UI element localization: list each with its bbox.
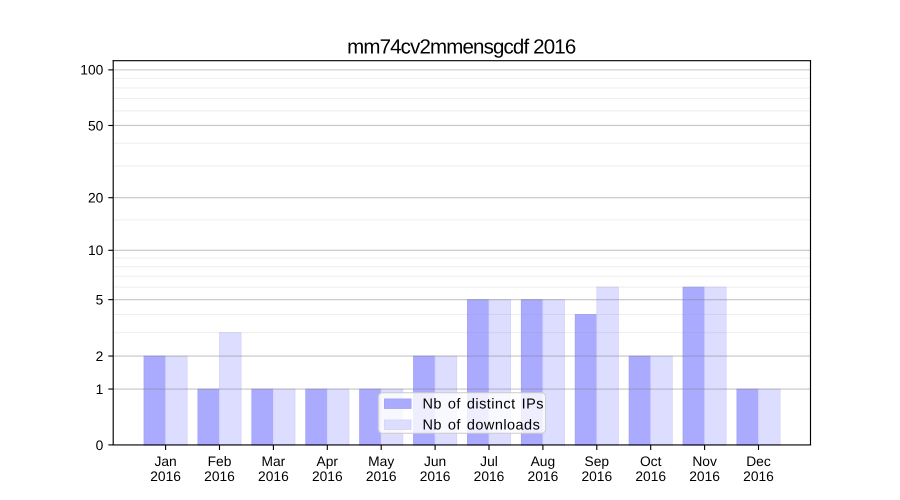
svg-text:50: 50 — [88, 118, 104, 133]
svg-text:Apr: Apr — [317, 454, 339, 469]
svg-text:1: 1 — [96, 382, 104, 397]
svg-text:Oct: Oct — [640, 454, 662, 469]
svg-text:2016: 2016 — [581, 469, 612, 484]
svg-text:Dec: Dec — [746, 454, 771, 469]
svg-text:Nov: Nov — [692, 454, 717, 469]
svg-text:100: 100 — [80, 63, 103, 78]
svg-text:2016: 2016 — [312, 469, 343, 484]
svg-text:Jan: Jan — [154, 454, 176, 469]
svg-text:2016: 2016 — [204, 469, 235, 484]
svg-text:2016: 2016 — [420, 469, 451, 484]
svg-text:2016: 2016 — [150, 469, 181, 484]
svg-text:Nb of downloads: Nb of downloads — [423, 418, 541, 434]
svg-text:Sep: Sep — [585, 454, 610, 469]
svg-text:Feb: Feb — [208, 454, 232, 469]
svg-text:May: May — [368, 454, 394, 469]
svg-text:2016: 2016 — [258, 469, 289, 484]
svg-text:20: 20 — [88, 191, 104, 206]
svg-text:2016: 2016 — [366, 469, 397, 484]
svg-text:0: 0 — [96, 438, 104, 453]
svg-text:Jul: Jul — [480, 454, 498, 469]
svg-text:2016: 2016 — [689, 469, 720, 484]
svg-text:Jun: Jun — [424, 454, 446, 469]
svg-text:5: 5 — [96, 292, 104, 307]
svg-text:10: 10 — [88, 243, 104, 258]
svg-text:mm74cv2mmensgcdf 2016: mm74cv2mmensgcdf 2016 — [347, 35, 576, 58]
svg-text:2016: 2016 — [474, 469, 505, 484]
svg-text:2: 2 — [96, 349, 104, 364]
svg-text:Mar: Mar — [262, 454, 286, 469]
svg-text:2016: 2016 — [528, 469, 559, 484]
svg-text:Aug: Aug — [531, 454, 556, 469]
svg-text:2016: 2016 — [635, 469, 666, 484]
svg-text:2016: 2016 — [743, 469, 774, 484]
svg-text:Nb of distinct IPs: Nb of distinct IPs — [423, 396, 544, 412]
